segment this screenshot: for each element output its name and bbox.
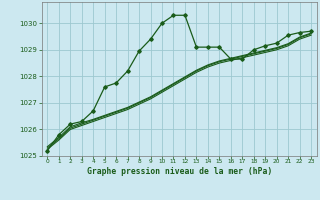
- X-axis label: Graphe pression niveau de la mer (hPa): Graphe pression niveau de la mer (hPa): [87, 167, 272, 176]
